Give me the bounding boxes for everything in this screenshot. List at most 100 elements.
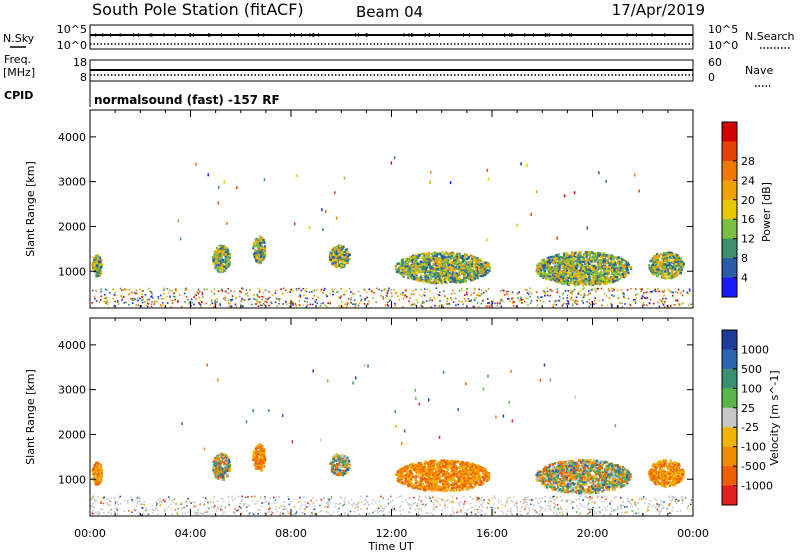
echo-point — [461, 271, 464, 274]
scatter-point — [241, 297, 243, 300]
echo-point — [571, 257, 574, 260]
scatter-point — [268, 503, 270, 505]
scatter-point — [558, 300, 561, 302]
echo-point — [440, 255, 443, 258]
echo-point — [406, 266, 409, 269]
echo-point — [578, 281, 581, 284]
scatter-point — [668, 504, 671, 507]
echo-point — [473, 262, 476, 265]
scatter-point — [539, 299, 541, 302]
echo-point — [654, 269, 657, 272]
echo-point — [426, 266, 429, 269]
scatter-point — [641, 297, 643, 299]
echo-point — [487, 268, 490, 272]
colorbar-tick-label: 24 — [741, 174, 755, 187]
echo-point — [454, 266, 457, 269]
echo-point — [615, 264, 618, 267]
echo-point — [465, 253, 469, 256]
echo-point — [262, 255, 265, 258]
scatter-point — [327, 500, 330, 503]
scatter-point — [97, 510, 100, 513]
scatter-point — [421, 295, 423, 298]
scatter-point — [365, 291, 368, 294]
scatter-point — [540, 508, 543, 510]
echo-point — [660, 253, 663, 256]
echo-point — [444, 280, 447, 284]
echo-point — [659, 268, 662, 272]
echo-point — [613, 266, 617, 269]
echo-point — [549, 275, 552, 278]
echo-point — [215, 252, 218, 255]
scatter-point — [662, 506, 664, 509]
scatter-point — [344, 496, 347, 499]
scatter-point — [503, 289, 505, 292]
scatter-point — [353, 293, 356, 295]
echo-point — [475, 269, 478, 272]
scatter-point — [661, 290, 663, 293]
scatter-point — [626, 289, 629, 291]
freq-bottom-tick: 8 — [80, 71, 87, 84]
echo-point — [466, 262, 470, 265]
scatter-point — [92, 512, 95, 514]
scatter-point — [686, 291, 689, 294]
echo-point — [451, 271, 455, 274]
scatter-point — [463, 297, 466, 300]
echo-point — [338, 264, 341, 267]
scatter-point — [465, 288, 468, 291]
echo-point — [663, 273, 666, 276]
scatter-point — [282, 303, 284, 305]
scatter-point — [253, 298, 255, 300]
scatter-point — [94, 297, 96, 300]
echo-point — [439, 272, 442, 275]
scatter-point — [357, 290, 360, 293]
echo-point — [97, 257, 100, 260]
scatter-point — [499, 302, 501, 305]
scatter-point — [157, 499, 160, 501]
scatter-point — [293, 506, 296, 508]
scatter-point — [566, 297, 568, 299]
echo-point — [331, 262, 334, 265]
scatter-point — [325, 511, 328, 513]
echo-point — [437, 266, 440, 269]
scatter-point — [413, 496, 415, 499]
echo-point — [652, 273, 655, 276]
scatter-point — [492, 300, 495, 303]
scatter-point — [172, 295, 175, 298]
scatter-point — [421, 305, 424, 308]
scatter-point — [578, 507, 580, 509]
echo-point — [599, 282, 602, 285]
scatter-point — [457, 303, 459, 306]
scatter-point — [653, 302, 655, 305]
echo-point — [570, 279, 573, 282]
echo-point — [569, 280, 572, 283]
scatter-point — [415, 288, 417, 291]
echo-point — [557, 279, 560, 282]
echo-point — [587, 253, 590, 256]
scatter-point — [402, 292, 404, 294]
colorbar-tick-label: 20 — [741, 194, 755, 207]
scatter-point — [515, 305, 518, 308]
echo-point — [433, 278, 436, 281]
echo-point — [558, 259, 561, 262]
echo-point — [263, 241, 266, 244]
echo-point — [414, 272, 417, 275]
echo-point — [535, 264, 538, 267]
echo-point — [648, 267, 651, 270]
scatter-point — [546, 290, 549, 293]
echo-point — [672, 254, 675, 257]
echo-point — [665, 257, 668, 260]
scatter-point — [136, 292, 138, 294]
scatter-point — [246, 292, 249, 295]
scatter-point — [221, 498, 224, 500]
scatter-point — [559, 511, 561, 514]
scatter-point — [195, 163, 197, 166]
scatter-point — [331, 288, 333, 291]
scatter-point — [614, 509, 616, 512]
scatter-point — [242, 287, 244, 290]
echo-point — [562, 281, 565, 284]
echo-point — [613, 279, 616, 282]
scatter-point — [227, 302, 230, 304]
scatter-point — [159, 505, 162, 507]
echo-point — [601, 279, 604, 282]
echo-point — [261, 258, 265, 262]
